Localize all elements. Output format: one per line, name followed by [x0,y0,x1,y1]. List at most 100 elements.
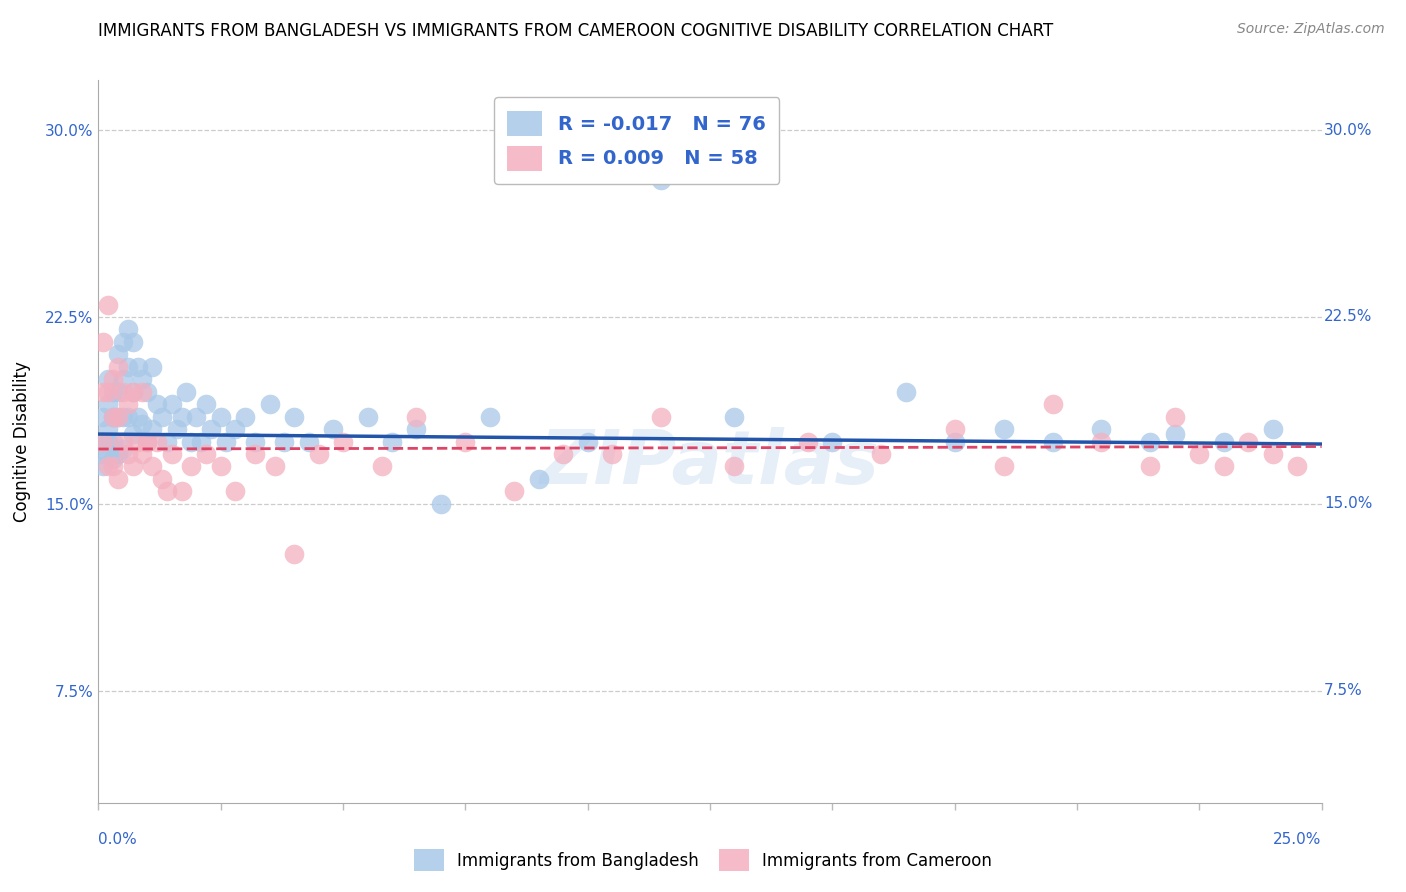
Point [170,409,193,424]
Point [91,434,114,449]
Point [993,422,1015,436]
Point [797,434,820,449]
Point [156,484,179,499]
Point [131,417,153,431]
Point [101,452,124,467]
Point [156,434,179,449]
Point [1261,447,1284,461]
Text: 30.0%: 30.0% [1324,122,1372,137]
Point [209,409,232,424]
Point [576,434,599,449]
Point [180,459,202,474]
Point [111,409,134,424]
Point [195,447,218,461]
Point [283,547,305,561]
Point [91,334,114,349]
Point [1090,422,1112,436]
Point [117,397,139,411]
Point [1212,434,1234,449]
Point [111,384,134,399]
Point [141,422,163,436]
Point [97,297,120,311]
Point [141,459,163,474]
Point [121,384,143,399]
Point [160,397,183,411]
Point [259,397,281,411]
Point [600,447,623,461]
Text: 25.0%: 25.0% [1274,831,1322,847]
Point [117,409,139,424]
Point [97,384,120,399]
Point [131,447,153,461]
Point [356,409,378,424]
Point [141,359,163,374]
Point [1261,422,1284,436]
Point [146,397,169,411]
Point [1212,459,1234,474]
Point [1139,459,1161,474]
Point [107,347,129,361]
Point [1188,447,1211,461]
Point [224,484,246,499]
Point [894,384,917,399]
Point [650,173,672,187]
Point [1237,434,1260,449]
Point [107,447,129,461]
Point [821,434,844,449]
Point [136,434,159,449]
Point [176,384,198,399]
Point [97,397,120,411]
Point [943,422,966,436]
Point [107,409,129,424]
Point [308,447,330,461]
Point [127,409,149,424]
Text: ZIPatlas: ZIPatlas [540,426,880,500]
Point [993,459,1015,474]
Point [131,384,153,399]
Point [97,372,120,386]
Point [117,322,139,336]
Point [723,459,745,474]
Point [1164,427,1187,442]
Point [170,484,193,499]
Point [371,459,394,474]
Point [723,409,745,424]
Point [107,384,129,399]
Point [111,372,134,386]
Point [195,397,218,411]
Point [186,409,208,424]
Text: 22.5%: 22.5% [1324,310,1372,325]
Point [478,409,501,424]
Legend: R = -0.017   N = 76, R = 0.009   N = 58: R = -0.017 N = 76, R = 0.009 N = 58 [494,97,779,184]
Point [111,334,134,349]
Point [1042,434,1064,449]
Point [870,447,893,461]
Point [209,459,232,474]
Point [200,422,222,436]
Point [127,434,149,449]
Point [283,409,305,424]
Point [298,434,321,449]
Point [150,472,173,486]
Point [381,434,404,449]
Point [1164,409,1187,424]
Point [405,422,427,436]
Point [101,384,124,399]
Point [117,359,139,374]
Point [101,372,124,386]
Point [91,384,114,399]
Point [263,459,285,474]
Point [943,434,966,449]
Point [214,434,236,449]
Point [121,459,143,474]
Point [101,459,124,474]
Point [131,372,153,386]
Point [190,434,212,449]
Point [233,409,256,424]
Point [1139,434,1161,449]
Point [322,422,344,436]
Point [101,409,124,424]
Text: 0.0%: 0.0% [98,831,138,847]
Point [121,334,143,349]
Point [101,434,124,449]
